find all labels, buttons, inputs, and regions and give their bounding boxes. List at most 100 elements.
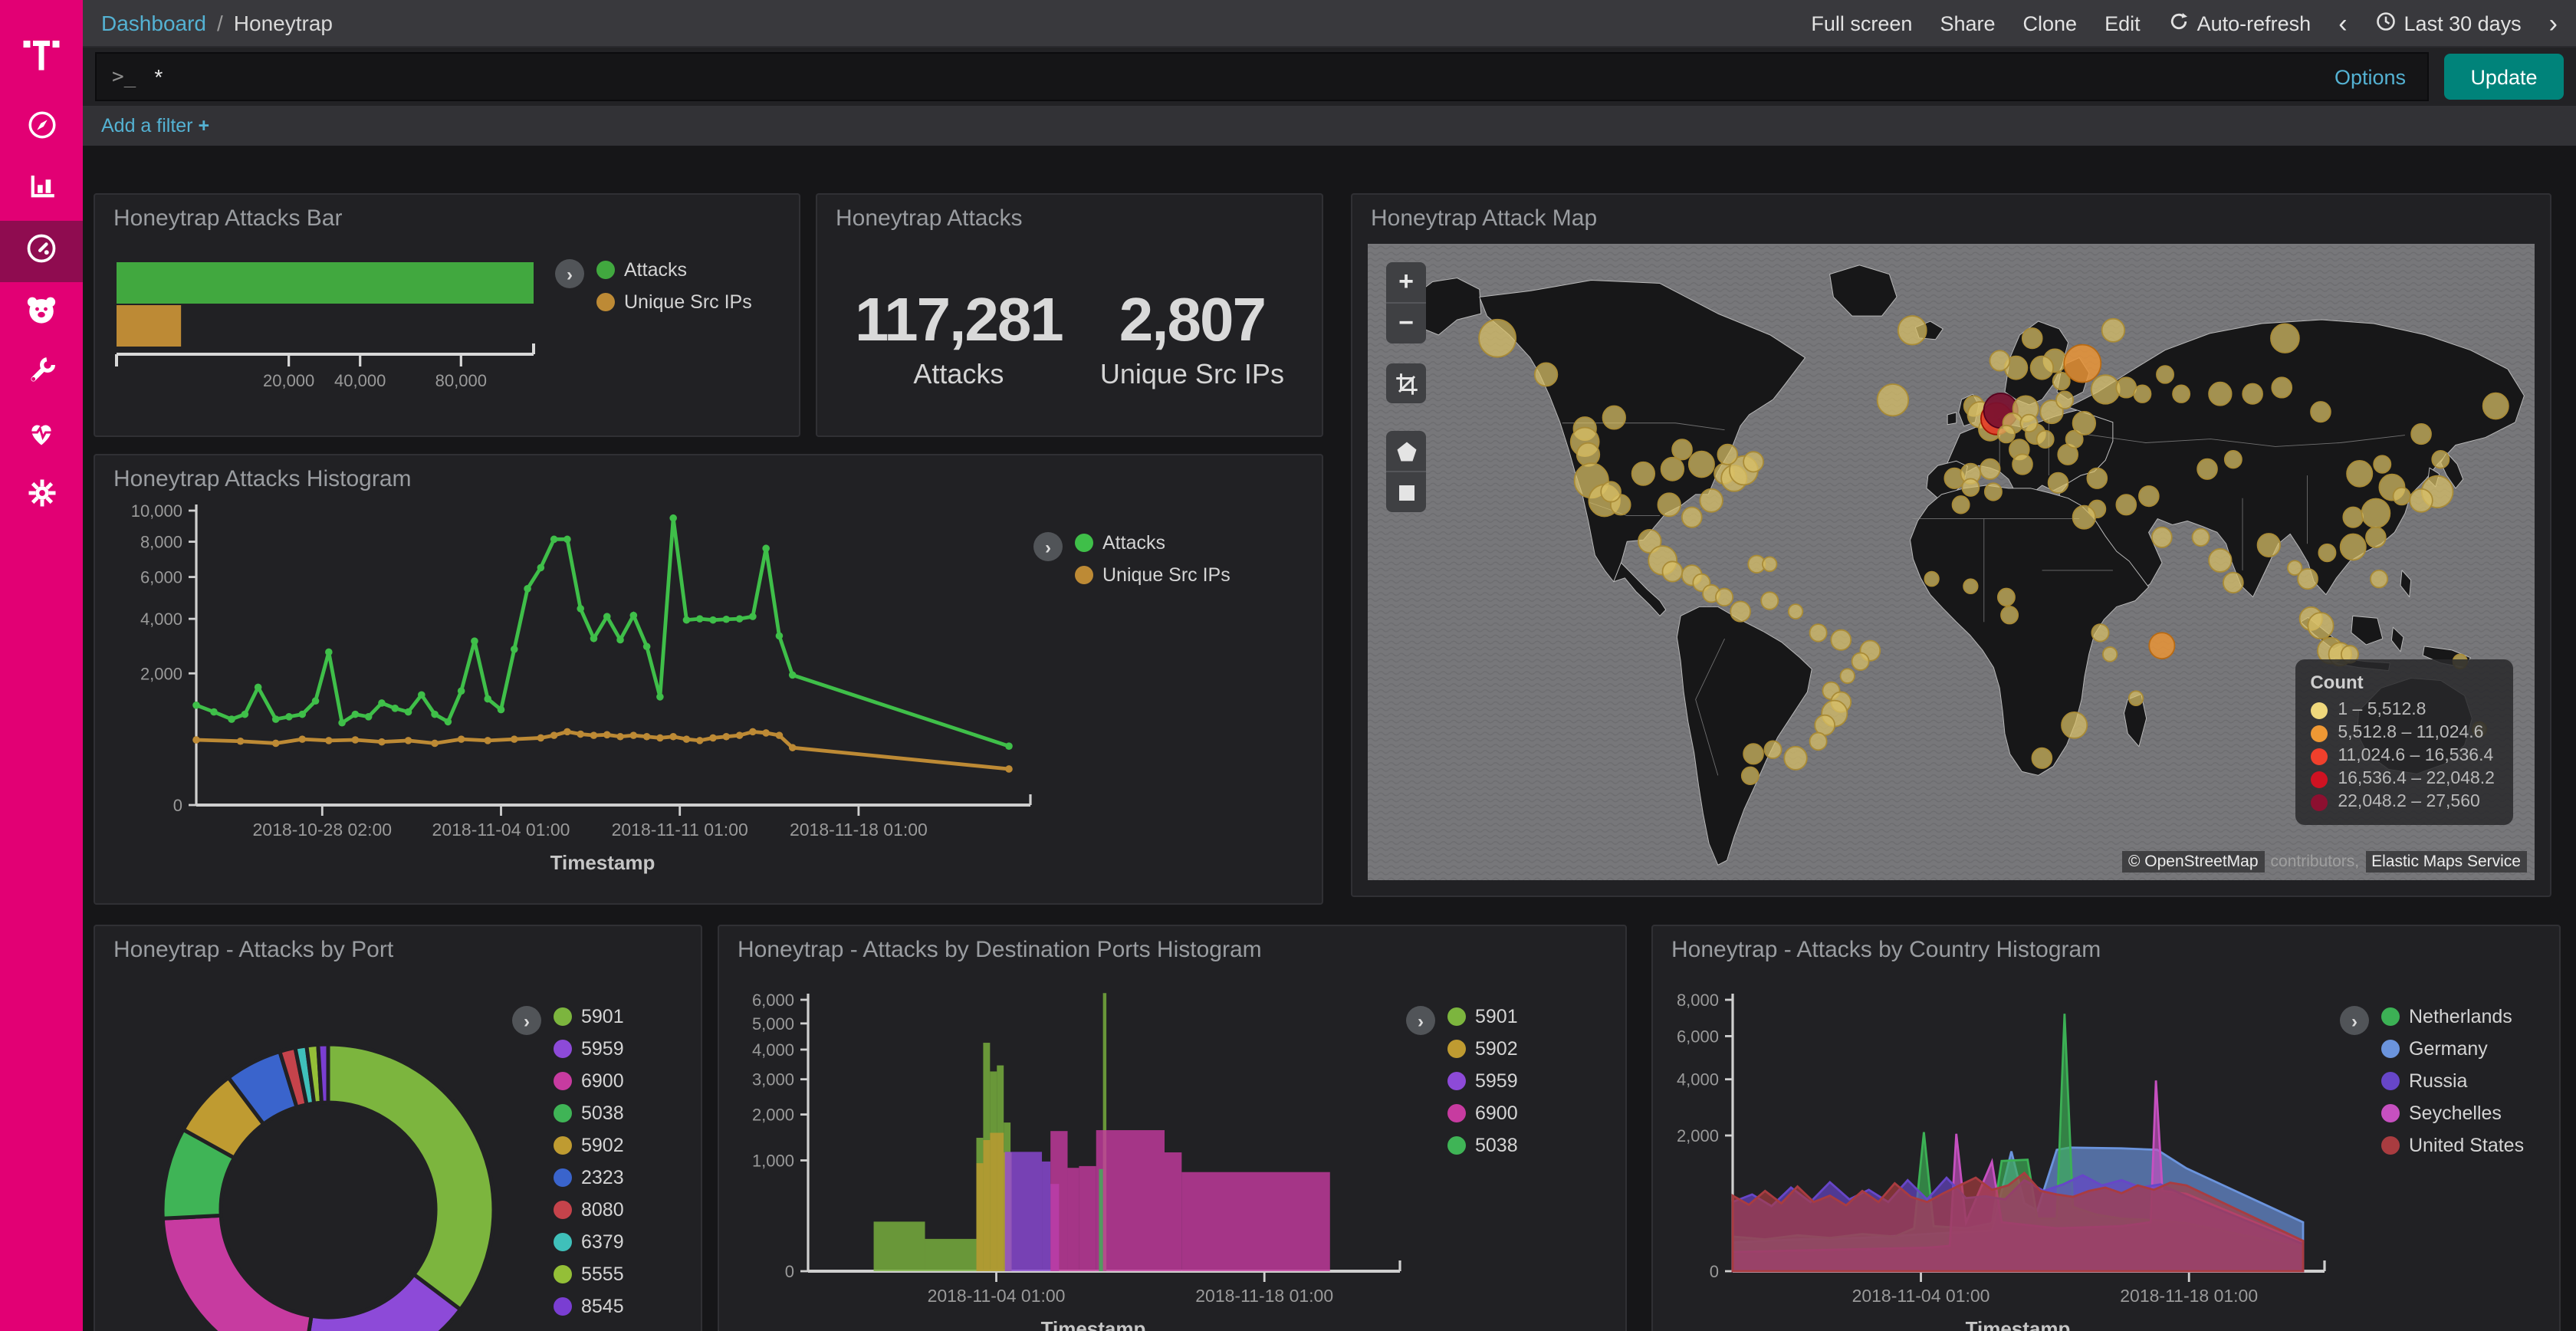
query-input[interactable]: >_ * Options [95,52,2429,101]
legend-toggle-icon[interactable]: › [2340,1006,2369,1035]
hist-bar-5959[interactable] [1042,1161,1051,1271]
legend-item-attacks[interactable]: Attacks [1075,532,1230,554]
legend-items: Attacks Unique Src IPs [596,259,752,313]
attack-map[interactable]: + − Count 1 – 5,512.8 5,512.8 – 11,024.6 11,0… [1368,244,2535,880]
legend-item-5038[interactable]: 5038 [1447,1135,1518,1156]
legend-item-5038[interactable]: 5038 [554,1103,624,1124]
legend-dot [1447,1136,1466,1155]
hist-bar-5959[interactable] [1004,1152,1043,1271]
hist-bar-5038[interactable] [1099,1168,1103,1271]
legend-dot [554,1007,572,1026]
attack-bubble [2091,623,2110,642]
legend-toggle-icon[interactable]: › [512,1006,541,1035]
legend-label: 8545 [581,1296,624,1317]
legend-item-netherlands[interactable]: Netherlands [2381,1006,2524,1027]
hist-bar-6900[interactable] [1079,1165,1096,1271]
legend-item-6379[interactable]: 6379 [554,1231,624,1253]
attack-bubble [1924,570,1940,587]
map-legend-row: 11,024.6 – 16,536.4 [2310,747,2495,765]
hist-bar-5901[interactable] [925,1238,977,1271]
legend-toggle-icon[interactable]: › [1033,532,1063,561]
legend-item-5902[interactable]: 5902 [1447,1038,1518,1060]
clone-button[interactable]: Clone [2022,12,2078,35]
map-draw-polygon-button[interactable] [1386,431,1426,471]
query-options-link[interactable]: Options [2334,65,2406,88]
y-tick-label: 4,000 [752,1040,794,1060]
legend-item-unique-src-ips[interactable]: Unique Src IPs [596,291,752,313]
legend-item-6900[interactable]: 6900 [554,1070,624,1092]
map-zoom-in-button[interactable]: + [1398,267,1414,296]
osm-attribution-link[interactable]: © OpenStreetMap [2121,851,2265,873]
hist-bar-5902[interactable] [976,1163,984,1271]
full-screen-button[interactable]: Full screen [1811,12,1913,35]
sidebar-item-dev-tools[interactable] [0,343,83,405]
legend-item-5901[interactable]: 5901 [554,1006,624,1027]
attack-bubble [1687,450,1715,478]
legend-item-5959[interactable]: 5959 [1447,1070,1518,1092]
legend-item-5555[interactable]: 5555 [554,1264,624,1285]
hist-bar-6900[interactable] [1050,1131,1068,1271]
hist-bar-5902[interactable] [983,1140,991,1271]
map-draw-rectangle-button[interactable] [1386,471,1426,512]
hist-bar-5901[interactable] [873,1221,925,1271]
attack-bubble [2392,486,2411,506]
time-back-button[interactable]: ‹ [2338,8,2348,38]
filter-bar: Add a filter + [83,106,2576,147]
map-crop-button[interactable] [1386,363,1426,403]
legend-item-8080[interactable]: 8080 [554,1199,624,1221]
breadcrumb-dashboard-link[interactable]: Dashboard [101,11,206,35]
legend-item-unique-src-ips[interactable]: Unique Src IPs [1075,564,1230,586]
donut-slice-5959[interactable] [302,1271,464,1331]
legend-item-5901[interactable]: 5901 [1447,1006,1518,1027]
elastic-maps-service-link[interactable]: Elastic Maps Service [2365,851,2527,873]
legend-dot [2381,1136,2400,1155]
share-button[interactable]: Share [1940,12,1996,35]
sidebar-item-timelion[interactable] [0,282,83,343]
sidebar-item-discover[interactable] [0,98,83,159]
legend-item-germany[interactable]: Germany [2381,1038,2524,1060]
legend-toggle-icon[interactable]: › [555,259,584,288]
hist-bar-6900[interactable] [1067,1168,1079,1271]
legend-label: Netherlands [2409,1006,2512,1027]
attack-bubble [1600,481,1622,503]
legend-toggle-icon[interactable]: › [1406,1006,1435,1035]
sidebar-item-visualize[interactable] [0,159,83,221]
hist-bar-6900[interactable] [1165,1152,1182,1271]
auto-refresh-button[interactable]: Auto-refresh [2168,10,2311,36]
time-forward-button[interactable]: › [2548,8,2558,38]
legend-item-6900[interactable]: 6900 [1447,1103,1518,1124]
legend-item-russia[interactable]: Russia [2381,1070,2524,1092]
legend-item-8545[interactable]: 8545 [554,1296,624,1317]
attack-bubble [1961,478,1980,497]
donut-slice-5901[interactable] [326,1042,496,1313]
y-tick-label: 8,000 [1677,991,1719,1010]
legend-item-attacks[interactable]: Attacks [596,259,752,281]
update-button[interactable]: Update [2444,54,2564,100]
t-logo[interactable] [0,0,83,98]
sidebar-item-dashboard[interactable] [0,221,83,282]
legend-item-2323[interactable]: 2323 [554,1167,624,1188]
donut-slice-8545[interactable] [316,1042,330,1105]
attack-bubble [2101,317,2126,343]
legend-item-united-states[interactable]: United States [2381,1135,2524,1156]
hist-bar-6900[interactable] [1096,1130,1165,1271]
map-zoom-out-button[interactable]: − [1386,302,1426,343]
legend-label: United States [2409,1135,2525,1156]
attack-bubble [1762,556,1778,573]
legend-item-5902[interactable]: 5902 [554,1135,624,1156]
hist-bar-6900[interactable] [1181,1172,1330,1271]
hist-bar-5902[interactable] [990,1132,1004,1271]
x-tick-label: 2018-10-28 02:00 [252,820,392,840]
sidebar-item-management[interactable] [0,466,83,527]
time-range-button[interactable]: Last 30 days [2375,10,2522,36]
attack-bubble [2019,413,2039,433]
add-filter-link[interactable]: Add a filter + [101,115,210,136]
legend-item-5959[interactable]: 5959 [554,1038,624,1060]
legend-item-seychelles[interactable]: Seychelles [2381,1103,2524,1124]
edit-button[interactable]: Edit [2104,12,2141,35]
donut-slice-6900[interactable] [160,1213,314,1331]
attack-bubble [2029,355,2055,380]
y-tick-label: 6,000 [1677,1027,1719,1046]
sidebar-item-monitoring[interactable] [0,405,83,466]
legend-dot [596,293,615,311]
